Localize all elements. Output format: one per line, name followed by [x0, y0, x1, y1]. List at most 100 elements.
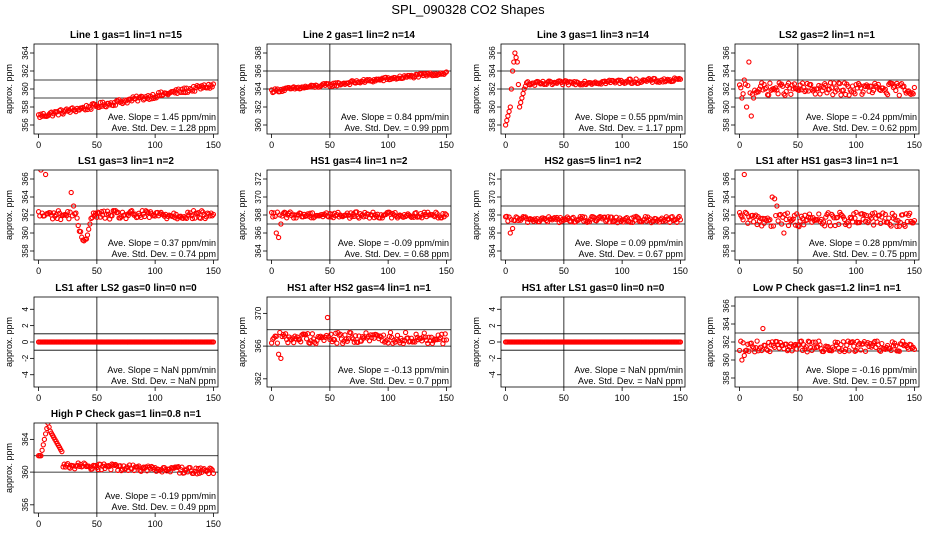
data-point — [767, 216, 773, 223]
data-point — [781, 230, 787, 236]
data-point — [739, 214, 745, 220]
data-point — [792, 341, 799, 348]
data-point — [369, 334, 375, 341]
y-axis-label: approx. ppm — [4, 190, 14, 240]
data-point — [888, 223, 894, 229]
data-point — [841, 216, 848, 223]
x-tick-label: 100 — [849, 140, 864, 150]
data-point — [115, 467, 121, 474]
x-tick-label: 100 — [148, 519, 163, 529]
data-point — [514, 59, 520, 65]
data-point — [185, 209, 191, 215]
chart-title: HS1 gas=4 lin=1 n=2 — [311, 156, 408, 167]
y-tick-label: 0 — [488, 339, 497, 344]
y-tick-label: 370 — [488, 190, 497, 204]
y-tick-label: 358 — [722, 118, 731, 132]
data-point — [812, 91, 818, 97]
data-point — [815, 86, 821, 92]
data-point — [38, 453, 44, 459]
x-tick-label: 0 — [737, 266, 742, 276]
data-point — [509, 68, 516, 74]
chart-panel: LS1 after LS2 gas=0 lin=0 n=0 0 50 100 150 -4… — [4, 283, 221, 403]
data-point — [408, 214, 415, 220]
x-tick-label: 50 — [92, 266, 102, 276]
data-point — [520, 90, 526, 97]
data-point — [740, 217, 746, 223]
chart-title: HS2 gas=5 lin=1 n=2 — [545, 156, 642, 167]
data-point — [272, 213, 278, 219]
x-tick-label: 150 — [907, 140, 922, 150]
x-tick-label: 150 — [439, 140, 454, 150]
y-tick-label: 364 — [488, 64, 497, 78]
x-tick-label: 50 — [793, 393, 803, 403]
data-point — [189, 215, 196, 222]
data-point — [210, 211, 217, 218]
x-tick-label: 0 — [36, 519, 41, 529]
x-tick-label: 150 — [673, 266, 688, 276]
x-tick-label: 50 — [92, 393, 102, 403]
data-point — [328, 331, 334, 337]
slope-annotation: Ave. Slope = NaN ppm/min — [574, 365, 683, 375]
chart-panel: LS1 gas=3 lin=1 n=2 0 50 100 150 358 360 362 364… — [4, 156, 221, 276]
data-point — [208, 466, 214, 472]
data-point — [869, 210, 876, 217]
data-point — [515, 81, 522, 88]
y-axis-label: approx. ppm — [4, 317, 14, 367]
y-tick-label: 364 — [722, 190, 731, 204]
data-point — [194, 471, 200, 477]
data-point — [740, 91, 746, 97]
data-point — [872, 338, 878, 345]
y-tick-label: 362 — [21, 208, 30, 222]
x-tick-label: 150 — [206, 393, 221, 403]
y-tick-label: 358 — [21, 244, 30, 258]
data-point — [333, 80, 339, 86]
y-axis-label: approx. ppm — [237, 317, 247, 367]
y-tick-label: 372 — [488, 172, 497, 186]
data-point — [61, 461, 67, 467]
data-point — [808, 344, 814, 351]
y-tick-label: 360 — [488, 100, 497, 114]
data-point — [509, 225, 516, 232]
y-tick-label: -4 — [488, 371, 497, 379]
data-point — [846, 92, 852, 98]
data-point — [808, 214, 814, 221]
data-point — [736, 347, 743, 354]
data-point — [508, 217, 515, 223]
data-point — [275, 351, 282, 357]
data-points — [35, 339, 217, 345]
y-tick-label: 358 — [722, 244, 731, 258]
data-point — [75, 222, 81, 229]
data-point — [519, 95, 525, 101]
data-point — [55, 208, 62, 214]
data-point — [361, 335, 367, 341]
data-point — [40, 442, 46, 448]
data-point — [70, 203, 77, 209]
data-point — [803, 344, 809, 350]
data-point — [442, 211, 448, 217]
sd-annotation: Ave. Std. Dev. = 0.67 ppm — [579, 249, 683, 259]
y-tick-label: 360 — [722, 100, 731, 114]
data-point — [888, 347, 894, 354]
data-point — [42, 431, 49, 437]
y-tick-label: 366 — [488, 46, 497, 60]
data-point — [273, 333, 279, 340]
data-point — [896, 348, 902, 354]
data-point — [348, 79, 354, 85]
slope-annotation: Ave. Slope = -0.24 ppm/min — [806, 112, 917, 122]
panels: Line 1 gas=1 lin=1 n=15 0 50 100 150 356 358 36… — [4, 30, 922, 529]
data-point — [789, 217, 795, 223]
data-point — [155, 466, 162, 473]
x-tick-label: 150 — [439, 266, 454, 276]
data-point — [285, 339, 291, 346]
data-point — [794, 211, 800, 217]
y-tick-label: 364 — [21, 190, 30, 204]
data-point — [831, 215, 837, 221]
data-point — [762, 86, 768, 92]
slope-annotation: Ave. Slope = 0.28 ppm/min — [809, 238, 917, 248]
data-point — [674, 219, 680, 226]
data-point — [411, 338, 417, 344]
data-point — [511, 59, 517, 65]
data-point — [870, 222, 877, 228]
data-point — [516, 104, 523, 110]
data-point — [439, 331, 445, 337]
